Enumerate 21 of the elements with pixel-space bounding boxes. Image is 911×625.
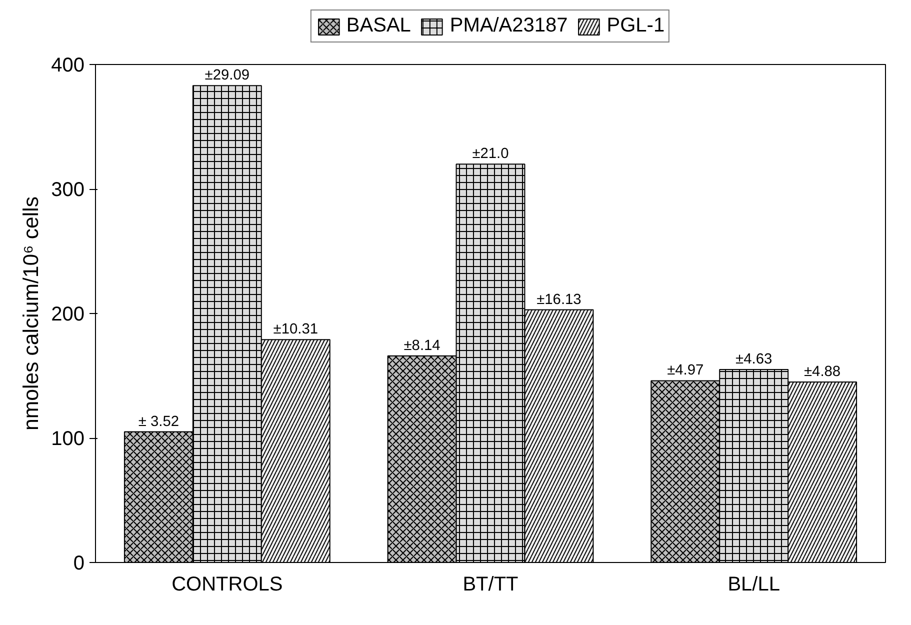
x-tick-label: BL/LL: [728, 574, 780, 596]
annotation: ±4.88: [804, 364, 841, 380]
annotation: ± 3.52: [138, 414, 180, 430]
x-tick-label: BT/TT: [462, 574, 518, 596]
y-tick-label: 100: [51, 428, 85, 450]
annotation: ±4.97: [667, 362, 704, 379]
annotation: ±10.31: [273, 322, 318, 338]
y-tick-label: 0: [73, 552, 84, 574]
y-tick-label: 300: [51, 179, 85, 201]
annotation: ±21.0: [472, 146, 509, 162]
legend-label: PMA/A23187: [450, 14, 568, 38]
y-tick-label: 200: [51, 304, 85, 326]
legend-label: BASAL: [346, 14, 411, 38]
annotation: ±8.14: [404, 338, 440, 354]
x-tick-label: CONTROLS: [172, 574, 283, 596]
annotation: ±4.63: [736, 352, 772, 368]
y-axis-title: nmoles calcium/10⁶ cells: [19, 196, 44, 430]
legend-label: PGL-1: [606, 14, 665, 38]
y-tick-label: 400: [51, 54, 85, 76]
annotation: ±29.09: [204, 68, 250, 84]
annotation: ±16.13: [536, 292, 582, 308]
